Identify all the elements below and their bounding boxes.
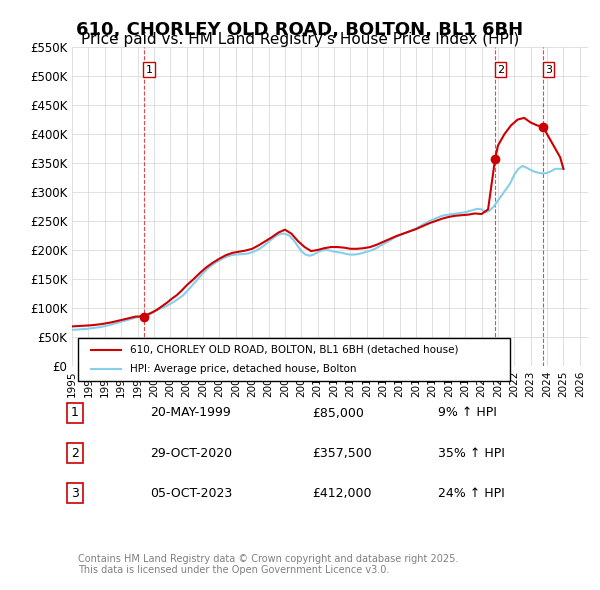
Text: 35% ↑ HPI: 35% ↑ HPI bbox=[438, 447, 505, 460]
Text: 2: 2 bbox=[497, 64, 504, 74]
Text: £357,500: £357,500 bbox=[312, 447, 372, 460]
Text: 05-OCT-2023: 05-OCT-2023 bbox=[150, 487, 232, 500]
Text: HPI: Average price, detached house, Bolton: HPI: Average price, detached house, Bolt… bbox=[130, 363, 356, 373]
Text: Contains HM Land Registry data © Crown copyright and database right 2025.
This d: Contains HM Land Registry data © Crown c… bbox=[78, 553, 458, 575]
Text: 20-MAY-1999: 20-MAY-1999 bbox=[150, 407, 231, 419]
Text: £85,000: £85,000 bbox=[312, 407, 364, 419]
Text: 610, CHORLEY OLD ROAD, BOLTON, BL1 6BH: 610, CHORLEY OLD ROAD, BOLTON, BL1 6BH bbox=[76, 21, 524, 39]
Text: 9% ↑ HPI: 9% ↑ HPI bbox=[438, 407, 497, 419]
Text: 29-OCT-2020: 29-OCT-2020 bbox=[150, 447, 232, 460]
Text: 24% ↑ HPI: 24% ↑ HPI bbox=[438, 487, 505, 500]
Text: 610, CHORLEY OLD ROAD, BOLTON, BL1 6BH (detached house): 610, CHORLEY OLD ROAD, BOLTON, BL1 6BH (… bbox=[130, 345, 458, 355]
Text: 1: 1 bbox=[145, 64, 152, 74]
Text: 2: 2 bbox=[71, 447, 79, 460]
Text: Price paid vs. HM Land Registry's House Price Index (HPI): Price paid vs. HM Land Registry's House … bbox=[81, 32, 519, 47]
FancyBboxPatch shape bbox=[78, 338, 510, 381]
Text: 3: 3 bbox=[71, 487, 79, 500]
Text: 1: 1 bbox=[71, 407, 79, 419]
Text: 3: 3 bbox=[545, 64, 552, 74]
Text: £412,000: £412,000 bbox=[312, 487, 371, 500]
